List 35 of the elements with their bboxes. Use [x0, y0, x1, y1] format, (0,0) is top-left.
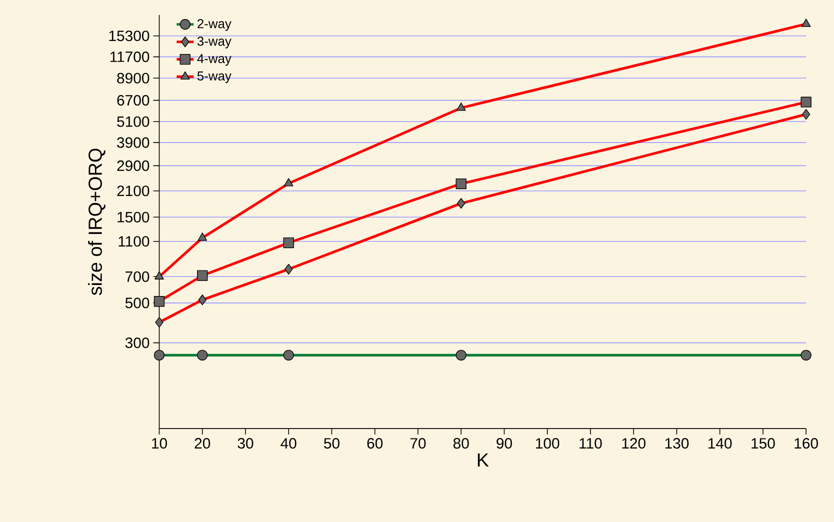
y-tick-label: 15300	[109, 30, 150, 42]
x-tick-label: 120	[622, 438, 646, 448]
y-tick-label: 11700	[110, 51, 150, 62]
x-tick-label: 60	[367, 438, 383, 448]
x-axis-title: K	[478, 453, 489, 466]
x-tick-label: 80	[453, 438, 469, 448]
x-tick-label: 70	[410, 438, 426, 448]
x-tick-label: 50	[324, 438, 340, 448]
y-tick-label: 2100	[117, 185, 150, 196]
legend-label: 3-way	[197, 36, 232, 48]
y-tick-label: 8900	[117, 72, 150, 84]
x-tick-label: 20	[194, 438, 210, 448]
legend-label: 4-way	[197, 54, 232, 66]
x-tick-label: 140	[708, 438, 732, 448]
y-tick-label: 2900	[117, 160, 150, 171]
x-tick-label: 160	[794, 438, 818, 448]
y-tick-label: 1100	[118, 236, 150, 247]
x-tick-label: 150	[752, 438, 775, 448]
legend-label: 2-way	[198, 18, 232, 31]
y-tick-label: 700	[126, 271, 150, 282]
x-tick-label: 10	[152, 438, 167, 448]
y-tick-label: 3900	[117, 137, 150, 148]
x-tick-label: 130	[665, 438, 689, 448]
x-tick-label: 40	[280, 438, 296, 448]
y-tick-label: 6700	[117, 94, 150, 106]
y-axis-title: size of IRQ+ORQ	[88, 148, 106, 296]
y-tick-label: 500	[125, 298, 150, 308]
x-tick-label: 100	[536, 438, 560, 448]
x-tick-label: 30	[238, 438, 254, 448]
y-tick-label: 300	[125, 337, 150, 348]
legend-label: 5-way	[197, 71, 232, 83]
y-tick-label: 5100	[117, 116, 150, 127]
x-tick-label: 110	[580, 438, 602, 448]
y-tick-label: 1500	[118, 212, 150, 222]
x-tick-label: 90	[496, 438, 512, 448]
